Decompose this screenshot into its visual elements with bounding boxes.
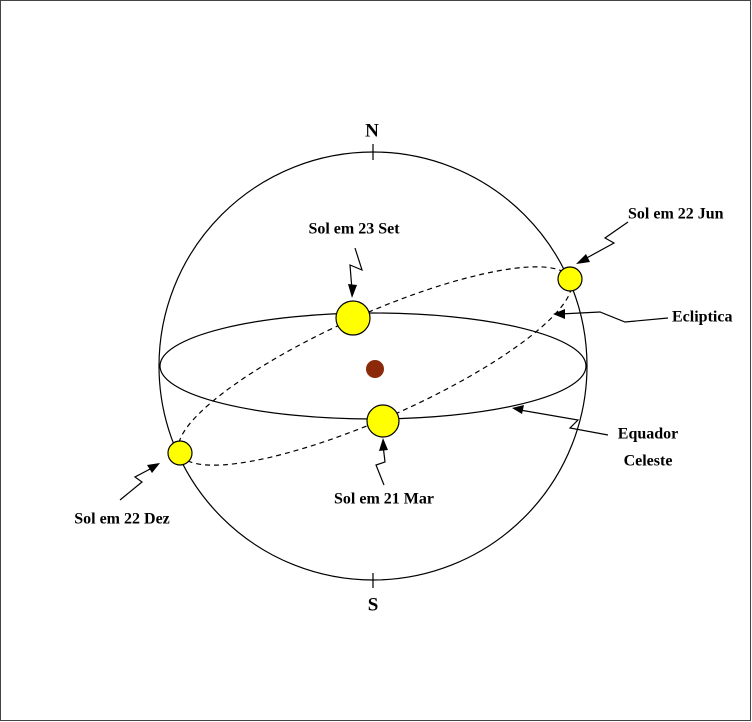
dec-label: Sol em 22 Dez [74, 511, 170, 528]
equator-label: Equador [618, 426, 678, 443]
sun-jun [557, 266, 583, 292]
jun-label: Sol em 22 Jun [628, 206, 724, 223]
arrow-sep [349, 247, 363, 291]
sun-dec [167, 440, 193, 466]
sep-label: Sol em 23 Set [308, 221, 400, 238]
sun-sep [335, 300, 371, 336]
arrow-head [348, 284, 357, 298]
earth [366, 360, 384, 378]
arrow-head [379, 438, 388, 451]
sun-mar [366, 404, 400, 438]
ecliptic-label: Ecliptica [672, 309, 732, 326]
arrow-head [553, 309, 565, 319]
arrow-dec [119, 467, 153, 501]
arrow-mar [375, 444, 386, 486]
arrow-ecliptic [559, 311, 669, 323]
arrow-head [576, 254, 590, 264]
north-label: N [365, 120, 379, 141]
arrow-head [147, 463, 160, 473]
south-label: S [368, 594, 379, 615]
arrow-equator [519, 409, 609, 436]
arrow-head [512, 405, 524, 414]
equator-label: Celeste [624, 453, 673, 470]
mar-label: Sol em 21 Mar [334, 491, 434, 508]
arrow-jun [582, 221, 629, 261]
